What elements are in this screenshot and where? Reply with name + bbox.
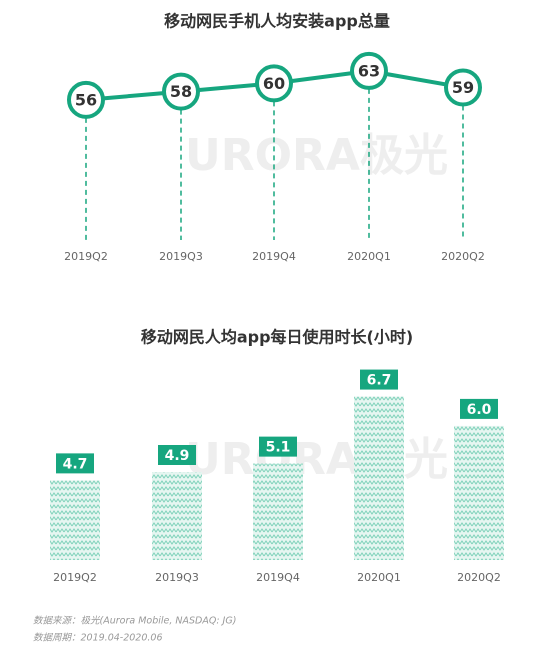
bar	[454, 425, 504, 560]
bar	[253, 463, 303, 560]
value-label: 56	[75, 90, 97, 109]
x-tick-label: 2019Q2	[53, 571, 97, 584]
x-tick-label: 2019Q3	[155, 571, 199, 584]
x-tick-label: 2019Q3	[159, 250, 203, 263]
value-label: 5.1	[266, 440, 291, 456]
point	[67, 80, 105, 119]
value-label: 60	[263, 74, 285, 93]
bar	[354, 396, 404, 560]
x-tick-label: 2019Q4	[256, 571, 300, 584]
footer-source: 数据来源：极光(Aurora Mobile, NASDAQ: JG)	[33, 616, 236, 627]
chart-title: 移动网民人均app每日使用时长(小时)	[141, 328, 413, 347]
point	[255, 64, 293, 103]
watermark: URORA极光	[185, 130, 448, 181]
x-tick-label: 2020Q1	[357, 571, 401, 584]
value-label: 4.7	[63, 456, 88, 472]
value-box	[460, 398, 498, 419]
watermark: URORA极光	[185, 434, 448, 485]
chart-title: 移动网民手机人均安装app总量	[164, 12, 390, 31]
bar	[152, 472, 202, 560]
value-label: 4.9	[165, 448, 190, 464]
value-box	[259, 436, 297, 457]
value-box	[56, 453, 94, 474]
value-label: 6.0	[467, 402, 492, 418]
value-label: 6.7	[367, 373, 392, 389]
value-box	[360, 369, 398, 390]
bar	[50, 480, 100, 560]
point	[162, 72, 200, 111]
value-label: 59	[452, 78, 474, 97]
value-label: 63	[358, 61, 380, 80]
footer-period: 数据周期：2019.04-2020.06	[33, 633, 163, 644]
x-tick-label: 2020Q2	[457, 571, 501, 584]
point	[444, 68, 482, 107]
x-tick-label: 2019Q2	[64, 250, 108, 263]
value-box	[158, 445, 196, 465]
point	[350, 51, 388, 90]
value-label: 58	[170, 82, 192, 101]
x-tick-label: 2019Q4	[252, 250, 296, 263]
x-tick-label: 2020Q1	[347, 250, 391, 263]
x-tick-label: 2020Q2	[441, 250, 485, 263]
